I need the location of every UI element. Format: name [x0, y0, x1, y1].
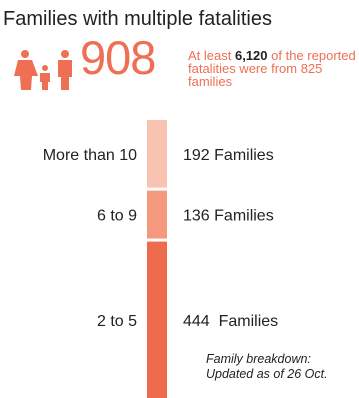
category-label: 6 to 9 — [97, 208, 137, 225]
note-highlight: 6,120 — [234, 48, 268, 63]
note-prefix: At least — [188, 48, 232, 63]
bar-segment-1 — [147, 120, 167, 188]
bar-segment-3 — [147, 241, 167, 398]
bar-segment-2 — [147, 190, 167, 239]
fatalities-note: At least 6,120 of the reported fatalitie… — [188, 49, 359, 88]
category-label: More than 10 — [43, 147, 137, 164]
value-label: 192 Families — [183, 147, 274, 164]
footnote-line1: Family breakdown: — [206, 352, 311, 366]
note-suffix: of the reported fatalities were from 825… — [188, 48, 356, 89]
page-title: Families with multiple fatalities — [3, 8, 272, 30]
family-icon — [14, 50, 72, 90]
value-label: 136 Families — [183, 208, 274, 225]
category-label: 2 to 5 — [97, 313, 137, 330]
footnote-line2: Updated as of 26 Oct. — [206, 367, 328, 381]
value-label: 444 Families — [183, 313, 278, 330]
footnote: Family breakdown: Updated as of 26 Oct. — [206, 352, 328, 382]
total-families-number: 908 — [80, 31, 156, 84]
